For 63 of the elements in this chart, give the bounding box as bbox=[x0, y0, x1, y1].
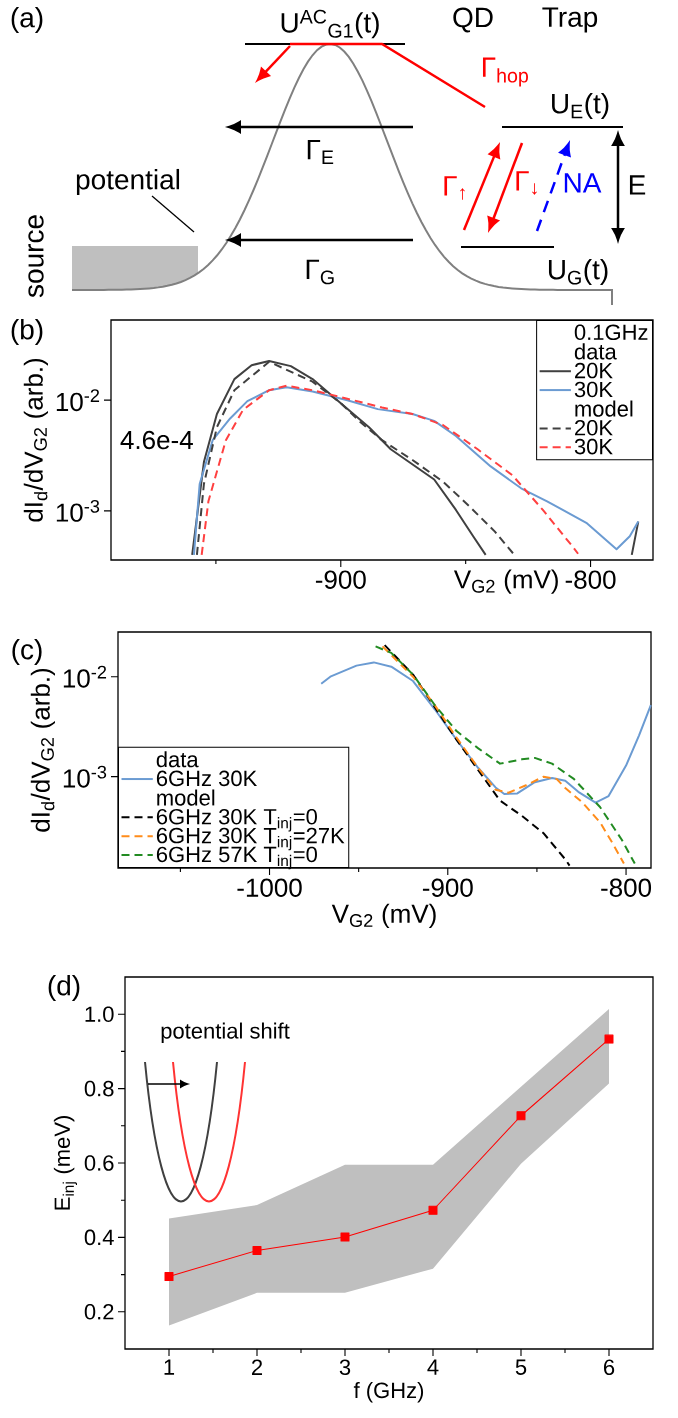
text: source bbox=[28, 215, 44, 298]
y-tick-label: 10$^{-3}$ bbox=[56, 499, 100, 522]
text: Trap bbox=[542, 7, 598, 33]
point bbox=[340, 1232, 350, 1242]
legend-label: 30K bbox=[574, 381, 613, 398]
text: E bbox=[629, 175, 646, 195]
point bbox=[252, 1245, 262, 1255]
y-axis-title: E$_{inj}$ (meV) bbox=[53, 1116, 78, 1210]
annotation: potential shift bbox=[161, 1022, 290, 1044]
x-tick-label: -900 bbox=[315, 570, 366, 589]
x-axis-title: V$_{G2}$ (mV) bbox=[331, 903, 436, 929]
line-series bbox=[320, 661, 652, 804]
legend-label: 20K bbox=[575, 362, 613, 379]
text: Γ$_{↓}$ bbox=[516, 171, 537, 195]
x-tick-label: -800 bbox=[565, 570, 616, 589]
y-tick-label: 0.8 bbox=[84, 1080, 114, 1097]
text: (c) bbox=[12, 638, 42, 666]
x-tick-label: -800 bbox=[601, 878, 652, 897]
point bbox=[516, 1111, 526, 1121]
legend-label: 30K bbox=[574, 438, 613, 455]
text: Γ$_{hop}$ bbox=[482, 57, 528, 87]
annotation: model bbox=[575, 400, 633, 417]
annotation: data bbox=[574, 343, 617, 360]
y-tick-label: 0.4 bbox=[84, 1229, 114, 1246]
text: Γ$_{E}$ bbox=[307, 139, 334, 165]
x-axis-title: f (GHz) bbox=[353, 1381, 424, 1403]
y-tick-label: 0.6 bbox=[84, 1155, 114, 1171]
annotation: model bbox=[157, 789, 215, 806]
x-tick-label: 1 bbox=[164, 1359, 175, 1375]
text: (d) bbox=[48, 974, 80, 1002]
point bbox=[604, 1034, 614, 1044]
y-axis-title: dI$_{d}$/dV$_{G2}$ (arb.) bbox=[23, 358, 48, 522]
x-axis-title: V$_{G2}$ (mV) bbox=[453, 569, 558, 594]
legend-title: 0.1GHz bbox=[574, 324, 648, 341]
legend-label: 6GHz 30K bbox=[156, 770, 258, 787]
text: QD bbox=[453, 7, 493, 33]
text: U$^{AC}$$_{G1}$(t) bbox=[281, 9, 379, 39]
text: Γ$_{↑}$ bbox=[444, 176, 465, 200]
x-tick-label: -900 bbox=[422, 878, 473, 897]
y-tick-label: 10$^{-2}$ bbox=[63, 665, 107, 688]
x-tick-label: 6 bbox=[603, 1359, 615, 1376]
x-tick-label: -1000 bbox=[237, 878, 302, 897]
point bbox=[164, 1271, 174, 1281]
text: potential bbox=[76, 168, 180, 196]
text: U$_{G}$(t) bbox=[548, 258, 608, 286]
legend-label: 20K bbox=[575, 419, 613, 436]
x-tick-label: 4 bbox=[427, 1359, 439, 1375]
text: Γ$_{G}$ bbox=[306, 259, 334, 285]
text: U$_{E}$(t) bbox=[552, 92, 609, 120]
x-tick-label: 5 bbox=[515, 1359, 527, 1375]
text: NA bbox=[564, 173, 602, 193]
y-tick-label: 1.0 bbox=[85, 1006, 114, 1022]
text: (b) bbox=[11, 318, 43, 346]
x-tick-label: 2 bbox=[252, 1359, 263, 1375]
x-tick-label: 3 bbox=[339, 1359, 351, 1376]
y-axis-title: dI$_{d}$/dV$_{G2}$ (arb.) bbox=[30, 668, 55, 832]
text: (a) bbox=[11, 6, 43, 34]
point bbox=[428, 1205, 438, 1215]
y-tick-label: 0.2 bbox=[84, 1304, 114, 1320]
y-tick-label: 10$^{-2}$ bbox=[56, 389, 100, 412]
annotation: data bbox=[156, 751, 199, 768]
annotation: 4.6e-4 bbox=[120, 430, 193, 450]
y-tick-label: 10$^{-3}$ bbox=[63, 765, 107, 788]
